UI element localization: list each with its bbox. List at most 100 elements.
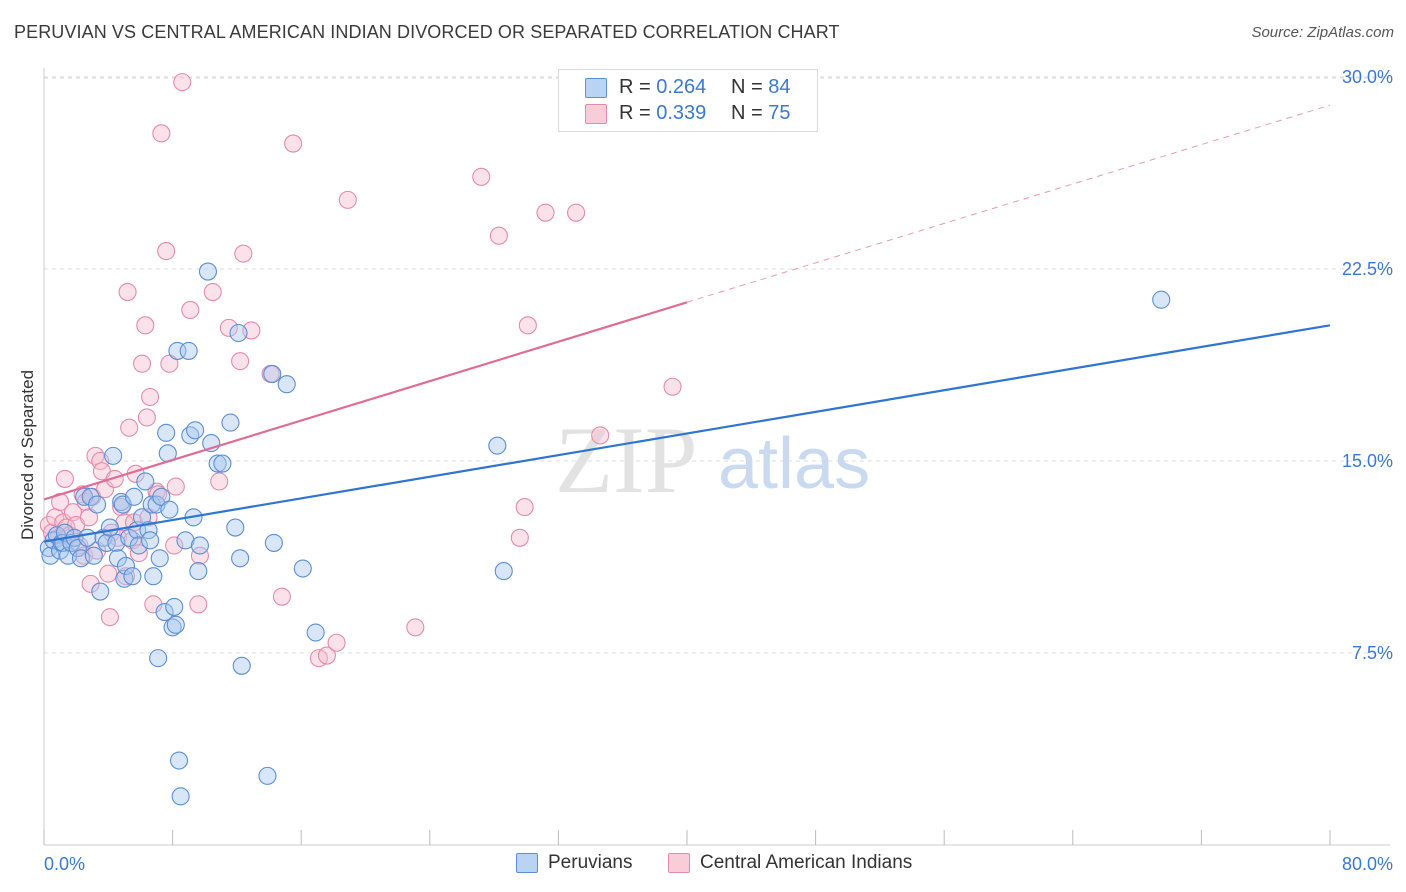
points-peruvians: [39, 262, 1171, 806]
data-point-peruvians: [221, 413, 240, 432]
source-label: Source: ZipAtlas.com: [1251, 24, 1394, 41]
data-point-peruvians: [263, 364, 282, 384]
chart-title: PERUVIAN VS CENTRAL AMERICAN INDIAN DIVO…: [14, 22, 840, 42]
data-point-central-american-indians: [317, 646, 336, 665]
x-tick-label: 0.0%: [44, 854, 85, 874]
data-point-central-american-indians: [165, 536, 184, 555]
tick-labels: 7.5% 15.0% 22.5% 30.0% 0.0% 80.0%: [44, 67, 1393, 874]
data-point-central-american-indians: [55, 469, 74, 488]
trendline-central-american-indians: [43, 301, 688, 501]
data-point-peruvians: [176, 531, 195, 550]
data-point-peruvians: [190, 536, 209, 555]
data-point-peruvians: [160, 500, 179, 519]
data-point-central-american-indians: [518, 316, 537, 335]
data-point-peruvians: [165, 597, 184, 616]
data-point-peruvians: [229, 323, 248, 343]
data-point-peruvians: [198, 262, 218, 281]
data-point-peruvians: [116, 556, 136, 576]
data-point-peruvians: [181, 426, 200, 445]
data-point-peruvians: [1152, 290, 1171, 309]
data-point-central-american-indians: [105, 469, 124, 488]
data-point-central-american-indians: [472, 167, 491, 186]
data-point-peruvians: [213, 454, 232, 473]
data-point-peruvians: [81, 487, 100, 506]
data-point-peruvians: [293, 559, 312, 578]
data-point-central-american-indians: [81, 574, 100, 593]
data-point-central-american-indians: [219, 318, 238, 337]
data-point-peruvians: [142, 495, 161, 514]
data-point-peruvians: [124, 487, 144, 506]
data-point-central-american-indians: [406, 618, 425, 637]
trendlines: [43, 104, 1331, 543]
data-point-central-american-indians: [141, 387, 160, 407]
x-tick-label: 80.0%: [1342, 854, 1393, 874]
bottom-legend-label: Central American Indians: [700, 852, 913, 873]
data-point-peruvians: [97, 533, 116, 552]
axes: [43, 68, 1390, 846]
data-point-peruvians: [78, 528, 97, 547]
data-point-central-american-indians: [567, 203, 586, 222]
y-tick-label: 22.5%: [1342, 259, 1393, 279]
data-point-peruvians: [150, 549, 169, 568]
data-point-peruvians: [152, 487, 171, 506]
data-point-central-american-indians: [591, 426, 610, 445]
data-point-peruvians: [100, 518, 119, 537]
data-point-central-american-indians: [515, 498, 534, 517]
data-point-central-american-indians: [327, 633, 346, 652]
data-point-peruvians: [166, 615, 185, 634]
data-point-peruvians: [258, 766, 277, 785]
data-point-peruvians: [179, 341, 198, 360]
data-point-central-american-indians: [234, 244, 253, 263]
legend-n-label: N =: [731, 102, 763, 124]
data-point-peruvians: [232, 656, 251, 675]
data-point-peruvians: [155, 602, 174, 622]
bottom-legend-label: Peruvians: [548, 852, 633, 873]
data-point-peruvians: [186, 421, 205, 440]
data-point-peruvians: [136, 472, 155, 491]
legend-n-value: 84: [768, 76, 791, 98]
legend-swatch-pink: [585, 104, 607, 124]
legend-r-label: R =: [619, 102, 651, 124]
data-point-peruvians: [144, 567, 163, 586]
data-point-central-american-indians: [231, 352, 250, 371]
bottom-legend-swatch-pink: [668, 853, 690, 873]
watermark-zip: ZIP: [555, 407, 698, 513]
data-point-central-american-indians: [338, 190, 357, 209]
data-point-central-american-indians: [79, 508, 99, 527]
data-point-peruvians: [87, 495, 107, 514]
data-point-peruvians: [141, 531, 160, 550]
legend-swatch-blue: [585, 78, 607, 98]
data-point-peruvians: [84, 546, 103, 565]
data-point-central-american-indians: [160, 354, 179, 373]
data-point-central-american-indians: [190, 546, 209, 565]
data-point-central-american-indians: [210, 472, 229, 491]
legend-r-value: 0.264: [656, 76, 707, 98]
data-point-central-american-indians: [99, 564, 118, 583]
data-point-peruvians: [171, 787, 190, 806]
data-point-central-american-indians: [136, 316, 155, 335]
legend-r-value: 0.339: [656, 102, 707, 124]
data-point-peruvians: [157, 423, 176, 442]
data-point-peruvians: [41, 546, 60, 565]
data-point-peruvians: [494, 562, 513, 581]
data-point-peruvians: [129, 536, 148, 555]
y-axis-label: Divorced or Separated: [18, 370, 37, 540]
data-point-central-american-indians: [489, 226, 508, 245]
data-point-central-american-indians: [272, 587, 291, 606]
data-point-central-american-indians: [129, 544, 148, 563]
data-point-peruvians: [231, 549, 250, 568]
data-point-central-american-indians: [173, 73, 192, 92]
data-point-peruvians: [488, 436, 507, 455]
data-point-central-american-indians: [181, 300, 200, 320]
watermark-atlas: atlas: [718, 424, 870, 504]
legend: R = 0.264 N = 84 R = 0.339 N = 75: [558, 69, 818, 132]
data-point-peruvians: [226, 518, 245, 537]
data-point-central-american-indians: [100, 608, 119, 627]
data-point-peruvians: [277, 375, 296, 394]
data-point-central-american-indians: [133, 354, 152, 373]
data-point-central-american-indians: [536, 203, 555, 222]
data-point-central-american-indians: [284, 134, 303, 153]
legend-n-label: N =: [731, 76, 763, 98]
data-point-peruvians: [264, 533, 283, 552]
